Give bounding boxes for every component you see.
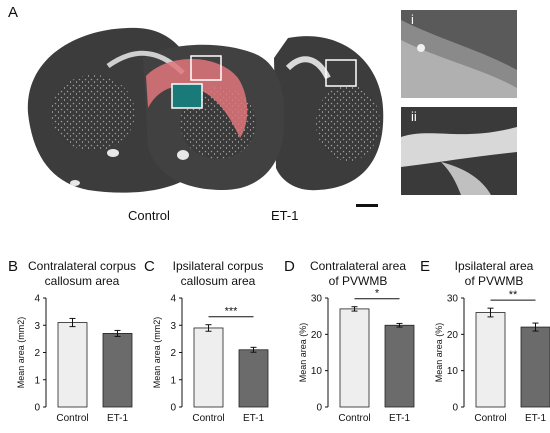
chart-title: Contralateral area of PVWMB <box>304 259 412 289</box>
chart-title-line: of PVWMB <box>328 274 388 288</box>
significance-marker: *** <box>225 306 239 318</box>
bar-control <box>193 327 224 408</box>
bar-et1 <box>102 333 133 408</box>
inset-ii: ii <box>401 107 517 195</box>
inset-ii-image <box>401 107 517 195</box>
brain-section-svg <box>27 27 384 193</box>
bar-control <box>339 308 370 408</box>
panel-letter-d: D <box>284 258 295 275</box>
category-label: Control <box>338 413 370 424</box>
y-tick-label: 10 <box>447 366 459 377</box>
category-label: ET-1 <box>243 413 265 424</box>
y-tick-label: 10 <box>311 366 323 377</box>
chart-title-line: Ipsilateral corpus <box>172 259 264 273</box>
brain-section-image <box>18 18 396 208</box>
chart-title: Ipsilateral corpus callosum area <box>164 259 272 289</box>
y-axis-label: Mean area (mm2) <box>16 317 26 389</box>
inset-i-label: i <box>411 12 414 27</box>
y-tick-label: 20 <box>311 330 323 341</box>
y-tick-label: 1 <box>170 375 176 386</box>
y-tick-label: 3 <box>34 321 40 332</box>
y-tick-label: 0 <box>452 403 458 414</box>
panel-letter-e: E <box>420 258 431 275</box>
bar-et1 <box>238 349 269 408</box>
category-label: Control <box>474 413 506 424</box>
y-tick-label: 3 <box>170 321 176 332</box>
y-tick-label: 0 <box>316 403 322 414</box>
y-tick-label: 30 <box>447 294 459 305</box>
category-label: ET-1 <box>525 413 547 424</box>
chart-title-line: Contralateral corpus <box>28 259 137 273</box>
chart-title: Contralateral corpus callosum area <box>28 259 136 289</box>
panel-letter-c: C <box>144 258 155 275</box>
y-tick-label: 2 <box>34 348 40 359</box>
inset-ii-label: ii <box>411 109 417 124</box>
chart-title-line: Ipsilateral area <box>454 259 534 273</box>
scale-bar <box>356 204 378 207</box>
significance-marker: * <box>375 288 380 300</box>
category-label: ET-1 <box>389 413 411 424</box>
control-label: Control <box>128 208 170 223</box>
y-tick-label: 4 <box>34 294 40 305</box>
category-label: Control <box>56 413 88 424</box>
chart-title-line: callosum area <box>180 274 256 288</box>
bar-control <box>475 312 506 408</box>
y-axis-label: Mean area (mm2) <box>152 317 162 389</box>
y-tick-label: 20 <box>447 330 459 341</box>
chart-title-line: callosum area <box>44 274 120 288</box>
y-tick-label: 0 <box>170 403 176 414</box>
inset-i: i <box>401 10 517 98</box>
y-tick-label: 4 <box>170 294 176 305</box>
et1-label: ET-1 <box>271 208 299 223</box>
bar-et1 <box>384 324 415 408</box>
chart-title-line: Contralateral area <box>309 259 407 273</box>
y-tick-label: 0 <box>34 403 40 414</box>
bar-et1 <box>520 326 550 408</box>
bar-control <box>57 322 88 408</box>
y-axis-label: Mean area (%) <box>298 323 308 383</box>
y-axis-label: Mean area (%) <box>434 323 444 383</box>
inset-i-image <box>401 10 517 98</box>
chart-title-line: of PVWMB <box>464 274 524 288</box>
y-tick-label: 2 <box>170 348 176 359</box>
category-label: ET-1 <box>107 413 129 424</box>
panel-a-letter: A <box>8 4 19 21</box>
y-tick-label: 1 <box>34 375 40 386</box>
category-label: Control <box>192 413 224 424</box>
y-tick-label: 30 <box>311 294 323 305</box>
chart-title: Ipsilateral area of PVWMB <box>440 259 548 289</box>
panel-letter-b: B <box>8 258 19 275</box>
significance-marker: ** <box>509 289 518 301</box>
